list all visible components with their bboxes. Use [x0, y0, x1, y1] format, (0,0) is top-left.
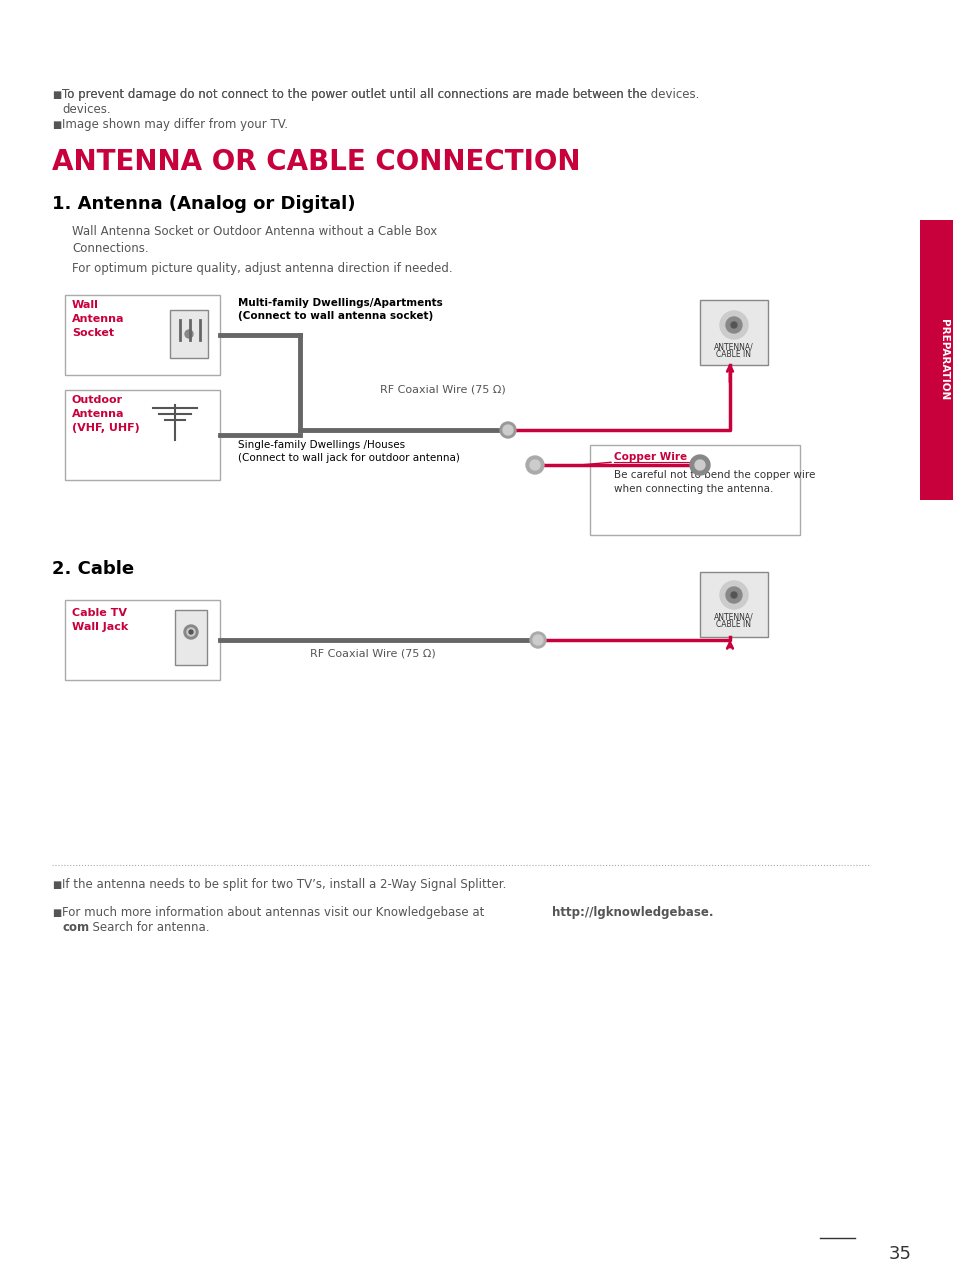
Text: 1. Antenna (Analog or Digital): 1. Antenna (Analog or Digital) [52, 195, 355, 212]
Circle shape [184, 625, 198, 639]
FancyBboxPatch shape [589, 445, 800, 536]
Text: RF Coaxial Wire (75 Ω): RF Coaxial Wire (75 Ω) [379, 385, 505, 396]
Text: . Search for antenna.: . Search for antenna. [85, 921, 210, 934]
Text: Antenna: Antenna [71, 410, 125, 418]
FancyBboxPatch shape [174, 611, 207, 665]
Text: To prevent damage do not connect to the power outlet until all connections are m: To prevent damage do not connect to the … [62, 88, 646, 116]
FancyBboxPatch shape [700, 572, 767, 637]
Text: If the antenna needs to be split for two TV’s, install a 2-Way Signal Splitter.: If the antenna needs to be split for two… [62, 878, 506, 890]
Circle shape [720, 310, 747, 340]
Circle shape [530, 632, 545, 647]
Text: http://lgknowledgebase.: http://lgknowledgebase. [552, 906, 713, 918]
Circle shape [730, 591, 737, 598]
Circle shape [530, 460, 539, 469]
FancyBboxPatch shape [919, 220, 953, 500]
Text: ■: ■ [52, 908, 61, 918]
Text: Wall Antenna Socket or Outdoor Antenna without a Cable Box: Wall Antenna Socket or Outdoor Antenna w… [71, 225, 436, 238]
Text: Image shown may differ from your TV.: Image shown may differ from your TV. [62, 118, 288, 131]
FancyBboxPatch shape [65, 295, 220, 375]
Text: ■: ■ [52, 120, 61, 130]
Text: ANTENNA OR CABLE CONNECTION: ANTENNA OR CABLE CONNECTION [52, 148, 579, 176]
Text: Socket: Socket [71, 328, 114, 338]
Text: (Connect to wall jack for outdoor antenna): (Connect to wall jack for outdoor antenn… [237, 453, 459, 463]
Circle shape [730, 322, 737, 328]
FancyBboxPatch shape [65, 600, 220, 681]
Text: CABLE IN: CABLE IN [716, 619, 751, 628]
FancyBboxPatch shape [170, 310, 208, 357]
Text: ANTENNA/: ANTENNA/ [714, 612, 753, 621]
Text: RF Coaxial Wire (75 Ω): RF Coaxial Wire (75 Ω) [310, 647, 436, 658]
Circle shape [725, 586, 741, 603]
Text: (VHF, UHF): (VHF, UHF) [71, 424, 139, 432]
Text: Multi-family Dwellings/Apartments: Multi-family Dwellings/Apartments [237, 298, 442, 308]
Text: PREPARATION: PREPARATION [938, 319, 948, 401]
Text: 2. Cable: 2. Cable [52, 560, 134, 577]
Circle shape [689, 455, 709, 474]
Text: Wall Jack: Wall Jack [71, 622, 128, 632]
Circle shape [187, 628, 194, 636]
FancyBboxPatch shape [65, 391, 220, 480]
Text: Wall: Wall [71, 300, 99, 310]
Text: Connections.: Connections. [71, 242, 149, 254]
Text: when connecting the antenna.: when connecting the antenna. [614, 485, 773, 494]
Text: To prevent damage do not connect to the power outlet until all connections are m: To prevent damage do not connect to the … [62, 88, 699, 100]
Circle shape [720, 581, 747, 609]
Text: For optimum picture quality, adjust antenna direction if needed.: For optimum picture quality, adjust ante… [71, 262, 452, 275]
Circle shape [695, 460, 704, 469]
Text: Outdoor: Outdoor [71, 396, 123, 404]
Text: 35: 35 [887, 1245, 910, 1263]
Text: Copper Wire: Copper Wire [614, 452, 686, 462]
Circle shape [189, 630, 193, 633]
Circle shape [502, 425, 513, 435]
Text: Antenna: Antenna [71, 314, 125, 324]
Text: Single-family Dwellings /Houses: Single-family Dwellings /Houses [237, 440, 405, 450]
Text: ■: ■ [52, 880, 61, 890]
Circle shape [533, 635, 542, 645]
Text: For much more information about antennas visit our Knowledgebase at: For much more information about antennas… [62, 906, 488, 918]
Circle shape [185, 329, 193, 338]
Circle shape [499, 422, 516, 438]
FancyBboxPatch shape [700, 300, 767, 365]
Text: CABLE IN: CABLE IN [716, 350, 751, 359]
Circle shape [725, 317, 741, 333]
Text: ■: ■ [52, 90, 61, 100]
Text: com: com [62, 921, 89, 934]
Text: (Connect to wall antenna socket): (Connect to wall antenna socket) [237, 310, 433, 321]
Text: Be careful not to bend the copper wire: Be careful not to bend the copper wire [614, 469, 815, 480]
Circle shape [525, 455, 543, 474]
Text: ANTENNA/: ANTENNA/ [714, 342, 753, 351]
Text: Cable TV: Cable TV [71, 608, 127, 618]
